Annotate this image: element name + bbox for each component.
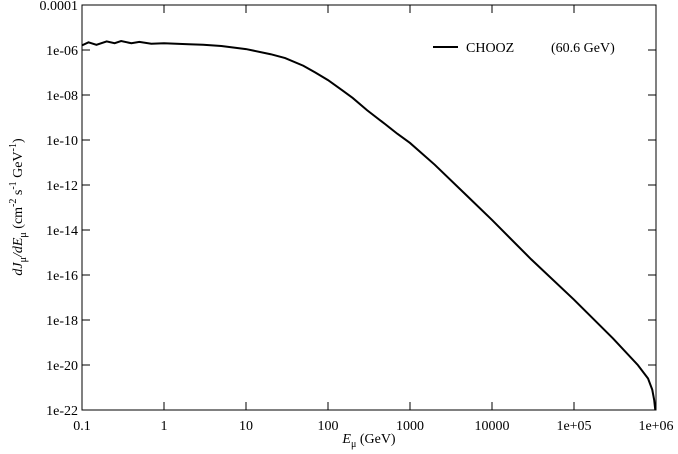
y-tick-label: 1e-06 bbox=[46, 44, 78, 59]
y-axis-label: dJμ/dEμ (cm-2 s-1 GeV-1) bbox=[8, 138, 29, 276]
x-tick-label: 0.1 bbox=[73, 419, 91, 434]
label-part: -1 bbox=[8, 143, 19, 151]
label-part: ) bbox=[11, 138, 26, 143]
label-part: dJ bbox=[11, 262, 26, 276]
x-tick-label: 1 bbox=[161, 419, 168, 434]
label-part: (GeV) bbox=[356, 432, 396, 447]
label-part: -2 bbox=[8, 199, 19, 207]
label-part: μ bbox=[351, 439, 356, 450]
label-part: /dE bbox=[11, 237, 26, 258]
y-tick-label: 1e-14 bbox=[46, 224, 78, 239]
x-tick-label: 1e+05 bbox=[556, 419, 591, 434]
plot-frame bbox=[81, 4, 657, 411]
label-part: -1 bbox=[8, 181, 19, 189]
label-part: GeV bbox=[11, 151, 26, 181]
label-part: E bbox=[341, 432, 351, 447]
y-tick-label: 1e-12 bbox=[46, 179, 78, 194]
x-tick-label: 10000 bbox=[475, 419, 510, 434]
y-tick-label: 0.0001 bbox=[40, 0, 79, 14]
y-tick-label: 1e-22 bbox=[46, 404, 78, 419]
label-part: μ bbox=[18, 257, 29, 262]
x-tick-label: 100 bbox=[318, 419, 339, 434]
x-tick-label: 10 bbox=[239, 419, 253, 434]
x-axis-label: Eμ (GeV) bbox=[341, 432, 396, 450]
annotation: (60.6 GeV) bbox=[551, 41, 615, 56]
y-tick-label: 1e-08 bbox=[46, 89, 78, 104]
label-part: (cm bbox=[11, 207, 26, 232]
y-tick-label: 1e-18 bbox=[46, 314, 78, 329]
x-tick-label: 1000 bbox=[396, 419, 424, 434]
label-part: μ bbox=[18, 232, 29, 237]
legend-label: CHOOZ bbox=[466, 41, 514, 56]
label-part: s bbox=[11, 190, 26, 199]
series-line bbox=[81, 40, 657, 411]
y-tick-label: 1e-16 bbox=[46, 269, 78, 284]
x-tick-label: 1e+06 bbox=[638, 419, 673, 434]
y-tick-label: 1e-10 bbox=[46, 134, 78, 149]
y-tick-label: 1e-20 bbox=[46, 359, 78, 374]
